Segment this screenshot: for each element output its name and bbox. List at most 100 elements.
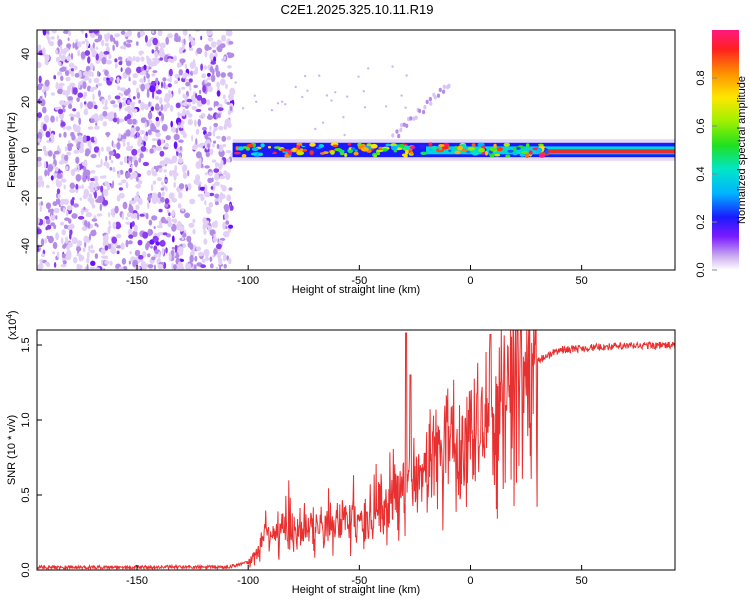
noise-speck xyxy=(199,89,202,95)
noise-speck xyxy=(138,51,143,56)
noise-speck xyxy=(106,183,111,191)
noise-speck xyxy=(155,131,161,138)
noise-speck xyxy=(216,144,220,149)
noise-speck xyxy=(136,131,139,139)
noise-speck xyxy=(90,62,94,70)
noise-speck xyxy=(75,111,81,119)
noise-speck xyxy=(49,41,54,47)
noise-speck xyxy=(125,221,132,225)
streak-point xyxy=(391,133,395,138)
noise-speck xyxy=(112,221,117,230)
faint-point xyxy=(357,75,360,78)
noise-speck xyxy=(132,55,136,62)
noise-speck xyxy=(81,40,86,45)
noise-speck xyxy=(88,30,94,34)
band-blob xyxy=(309,150,314,156)
noise-speck xyxy=(216,90,221,97)
noise-speck xyxy=(104,42,109,47)
noise-speck xyxy=(70,168,76,177)
noise-speck xyxy=(205,251,209,259)
noise-speck xyxy=(73,149,80,154)
noise-speck xyxy=(168,90,171,94)
noise-speck xyxy=(72,87,78,95)
noise-speck xyxy=(189,254,194,263)
noise-speck xyxy=(87,213,93,217)
noise-speck xyxy=(95,46,99,50)
noise-speck xyxy=(51,208,54,216)
band-blob xyxy=(287,151,293,156)
noise-speck xyxy=(124,33,129,37)
noise-speck xyxy=(44,169,48,177)
noise-speck xyxy=(157,139,162,147)
noise-speck xyxy=(56,192,59,199)
noise-speck xyxy=(64,70,70,76)
noise-speck xyxy=(209,125,212,131)
noise-speck xyxy=(115,153,121,159)
noise-speck xyxy=(105,155,108,162)
band-blob xyxy=(351,147,356,151)
noise-speck xyxy=(228,257,232,265)
noise-speck xyxy=(60,121,66,127)
noise-speck xyxy=(178,47,183,55)
noise-speck xyxy=(146,169,152,176)
noise-speck xyxy=(131,171,134,179)
noise-speck xyxy=(116,76,120,84)
colorbar-tick-label: 0.8 xyxy=(695,70,707,85)
noise-speck xyxy=(104,260,110,265)
noise-speck xyxy=(191,134,194,142)
noise-speck xyxy=(114,95,121,100)
noise-speck xyxy=(122,201,128,210)
noise-speck xyxy=(178,192,183,199)
noise-speck xyxy=(116,142,121,150)
noise-speck xyxy=(89,182,95,186)
band-blob xyxy=(409,151,414,155)
noise-speck xyxy=(118,133,122,139)
heatmap-y-axis-title: Frequency (Hz) xyxy=(6,112,18,188)
band-red xyxy=(537,149,675,154)
noise-speck xyxy=(208,171,213,177)
noise-speck xyxy=(112,212,115,218)
noise-speck xyxy=(110,246,117,255)
band-blob xyxy=(237,146,244,151)
noise-speck xyxy=(113,112,117,119)
noise-speck xyxy=(216,243,222,250)
noise-speck xyxy=(208,192,215,197)
noise-speck xyxy=(220,78,226,86)
noise-speck xyxy=(57,88,64,95)
noise-speck xyxy=(140,146,147,152)
noise-speck xyxy=(192,218,196,224)
colorbar-tick-label: 0.0 xyxy=(695,262,707,277)
band-blob xyxy=(544,149,549,155)
noise-speck xyxy=(165,135,171,141)
noise-speck xyxy=(77,215,85,220)
noise-speck xyxy=(88,78,92,84)
noise-speck xyxy=(198,251,204,257)
noise-speck xyxy=(60,66,67,72)
noise-speck xyxy=(100,185,104,193)
noise-speck xyxy=(62,30,70,34)
noise-speck xyxy=(226,158,231,163)
noise-speck xyxy=(77,41,82,48)
noise-speck xyxy=(156,89,162,95)
noise-speck xyxy=(171,209,175,217)
band-blob xyxy=(309,142,316,147)
band-blob xyxy=(360,147,369,152)
streak-point xyxy=(433,95,437,100)
noise-speck xyxy=(100,248,106,255)
noise-speck xyxy=(123,132,127,140)
streak-point xyxy=(423,105,427,110)
band-blob xyxy=(503,142,510,147)
colorbar-tick-label: 0.2 xyxy=(695,214,707,229)
noise-speck xyxy=(125,43,132,48)
snr-y-tick-label: 1.0 xyxy=(20,412,32,427)
noise-speck xyxy=(165,247,168,254)
noise-speck xyxy=(118,187,123,191)
noise-speck xyxy=(229,205,234,211)
noise-speck xyxy=(131,197,135,201)
noise-speck xyxy=(125,217,129,220)
noise-speck xyxy=(116,195,121,202)
noise-speck xyxy=(153,58,160,64)
noise-speck xyxy=(195,92,198,99)
noise-speck xyxy=(164,93,171,101)
noise-speck xyxy=(55,215,58,220)
